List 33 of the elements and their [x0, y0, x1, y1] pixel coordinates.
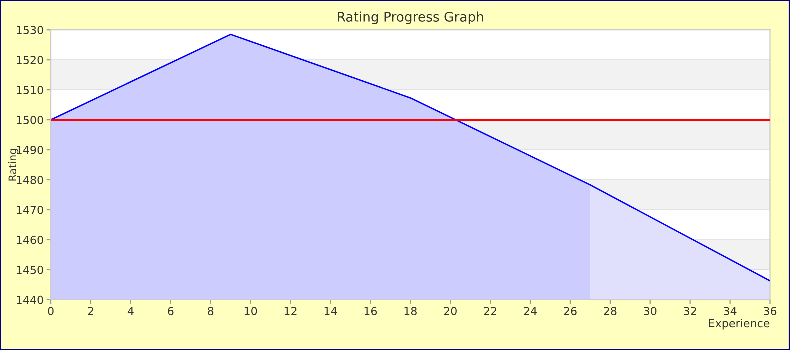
x-tick-label: 12	[284, 307, 297, 316]
x-tick-label: 32	[684, 307, 696, 316]
y-tick-label: 1510	[17, 86, 44, 94]
x-tick-label: 36	[764, 307, 777, 316]
x-tick-label: 22	[484, 307, 497, 316]
x-tick-label: 2	[88, 307, 94, 316]
x-tick-label: 8	[208, 307, 214, 316]
y-tick-label: 1480	[17, 176, 44, 184]
x-tick-label: 20	[444, 307, 457, 316]
x-tick-label: 24	[524, 307, 537, 316]
y-tick-label: 1440	[17, 296, 44, 304]
x-tick-label: 30	[644, 307, 657, 316]
x-tick-label: 18	[404, 307, 417, 316]
y-tick-label: 1450	[17, 266, 44, 274]
y-tick-label: 1470	[17, 206, 44, 214]
x-tick-label: 0	[48, 307, 54, 316]
x-tick-label: 4	[128, 307, 134, 316]
x-tick-label: 26	[564, 307, 577, 316]
y-axis-title: Rating	[8, 149, 19, 181]
y-tick-label: 1460	[17, 236, 44, 244]
y-tick-label: 1520	[17, 56, 44, 64]
x-axis-title: Experience	[709, 319, 770, 330]
y-tick-label: 1490	[17, 146, 44, 154]
line-series	[51, 34, 770, 282]
y-tick-label: 1530	[17, 26, 44, 34]
chart-title: Rating Progress Graph	[338, 12, 484, 25]
x-tick-label: 10	[244, 307, 258, 316]
y-tick-label: 1500	[17, 116, 44, 124]
x-tick-label: 14	[324, 307, 338, 316]
x-tick-label: 16	[364, 307, 378, 316]
x-tick-label: 28	[604, 307, 617, 316]
x-tick-label: 34	[724, 307, 737, 316]
x-tick-label: 6	[168, 307, 174, 316]
